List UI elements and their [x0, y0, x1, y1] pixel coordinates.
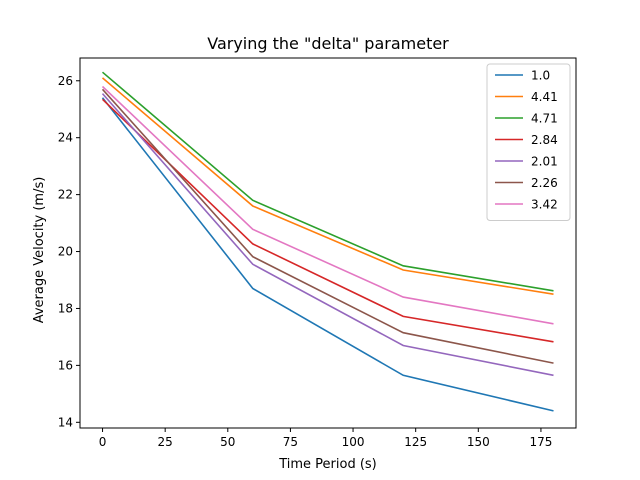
legend-label: 2.01 [531, 155, 558, 169]
x-tick-label: 100 [342, 435, 365, 449]
x-tick-label: 50 [220, 435, 235, 449]
x-tick-label: 25 [158, 435, 173, 449]
series-line-2-26 [101, 88, 554, 364]
series-line-3-42 [101, 85, 554, 325]
x-tick-label: 150 [467, 435, 490, 449]
series-line-1-0 [101, 97, 554, 412]
y-tick-label: 22 [58, 188, 73, 202]
y-tick-label: 20 [58, 245, 73, 259]
legend-box [486, 63, 571, 221]
legend-label: 3.42 [531, 198, 558, 212]
x-tick-label: 0 [99, 435, 107, 449]
series-line-4-41 [101, 77, 554, 295]
legend-label: 2.26 [531, 176, 558, 190]
x-axis-label: Time Period (s) [278, 457, 377, 472]
y-tick-label: 24 [58, 131, 73, 145]
series-line-2-01 [101, 93, 554, 377]
legend-label: 4.71 [531, 112, 558, 126]
series-line-4-71 [101, 71, 554, 292]
axes-frame [79, 57, 577, 429]
y-tick-label: 16 [58, 358, 73, 372]
y-tick-label: 26 [58, 74, 73, 88]
x-tick-label: 75 [283, 435, 298, 449]
legend-label: 1.0 [531, 69, 550, 83]
x-tick-label: 175 [529, 435, 552, 449]
chart-title: Varying the "delta" parameter [207, 34, 449, 53]
y-tick-label: 14 [58, 415, 73, 429]
legend-label: 2.84 [531, 133, 558, 147]
legend-label: 4.41 [531, 90, 558, 104]
plot-area: 0 25 50 75 100 125 150 175 14 16 18 20 22 24 26 [58, 57, 577, 449]
series-line-2-84 [101, 98, 554, 343]
y-axis-label: Average Velocity (m/s) [32, 177, 47, 324]
y-tick-label: 18 [58, 301, 73, 315]
x-tick-label: 125 [404, 435, 427, 449]
legend: 1.0 4.41 4.71 2.84 2.01 2.26 3.42 [486, 63, 571, 221]
